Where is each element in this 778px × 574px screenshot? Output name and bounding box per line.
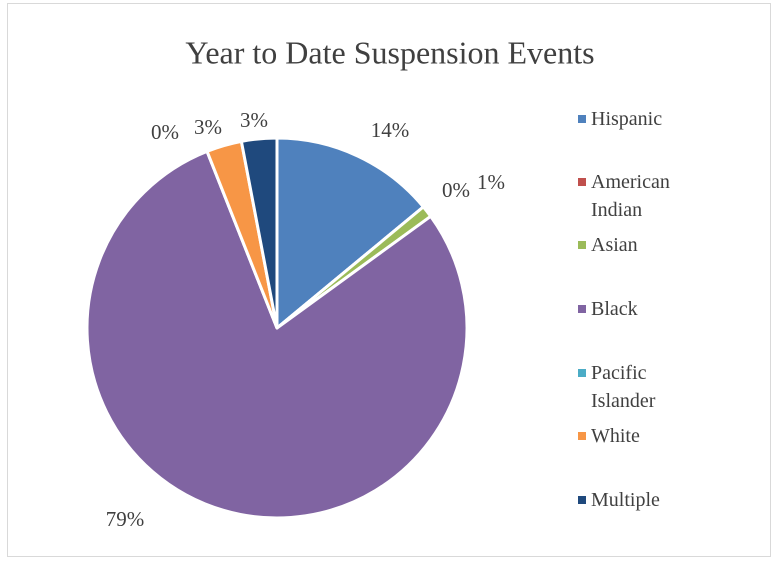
legend-entry: Pacific Islander: [578, 359, 698, 415]
legend-swatch: [578, 305, 586, 313]
legend-label: Black: [591, 298, 638, 320]
legend-label: Multiple: [591, 489, 660, 511]
pie-slice: [85, 149, 469, 520]
chart-title: Year to Date Suspension Events: [185, 34, 594, 70]
legend-label: American Indian: [591, 171, 670, 221]
legend-label: Asian: [591, 234, 638, 256]
legend-label: White: [591, 425, 640, 447]
legend-swatch: [578, 496, 586, 504]
legend-entry: Hispanic: [578, 105, 698, 133]
legend-swatch: [578, 369, 586, 377]
legend-swatch: [578, 115, 586, 123]
data-label: 3%: [240, 108, 268, 132]
legend-swatch: [578, 241, 586, 249]
pie-slice: [275, 136, 425, 330]
legend-entry: White: [578, 422, 698, 450]
legend-entry: Black: [578, 295, 698, 323]
data-label: 0%: [442, 178, 470, 202]
data-label: 0%: [151, 120, 179, 144]
pie-slice: [239, 136, 279, 330]
legend-swatch: [578, 178, 586, 186]
legend-entry: American Indian: [578, 168, 698, 224]
legend-label: Pacific Islander: [591, 362, 656, 412]
data-label: 79%: [106, 507, 145, 531]
legend-label: Hispanic: [591, 108, 663, 130]
legend-entry: Multiple: [578, 486, 698, 514]
data-label: 14%: [371, 118, 410, 142]
data-label: 3%: [194, 115, 222, 139]
data-label: 1%: [477, 170, 505, 194]
legend-swatch: [578, 432, 586, 440]
legend-entry: Asian: [578, 231, 698, 259]
